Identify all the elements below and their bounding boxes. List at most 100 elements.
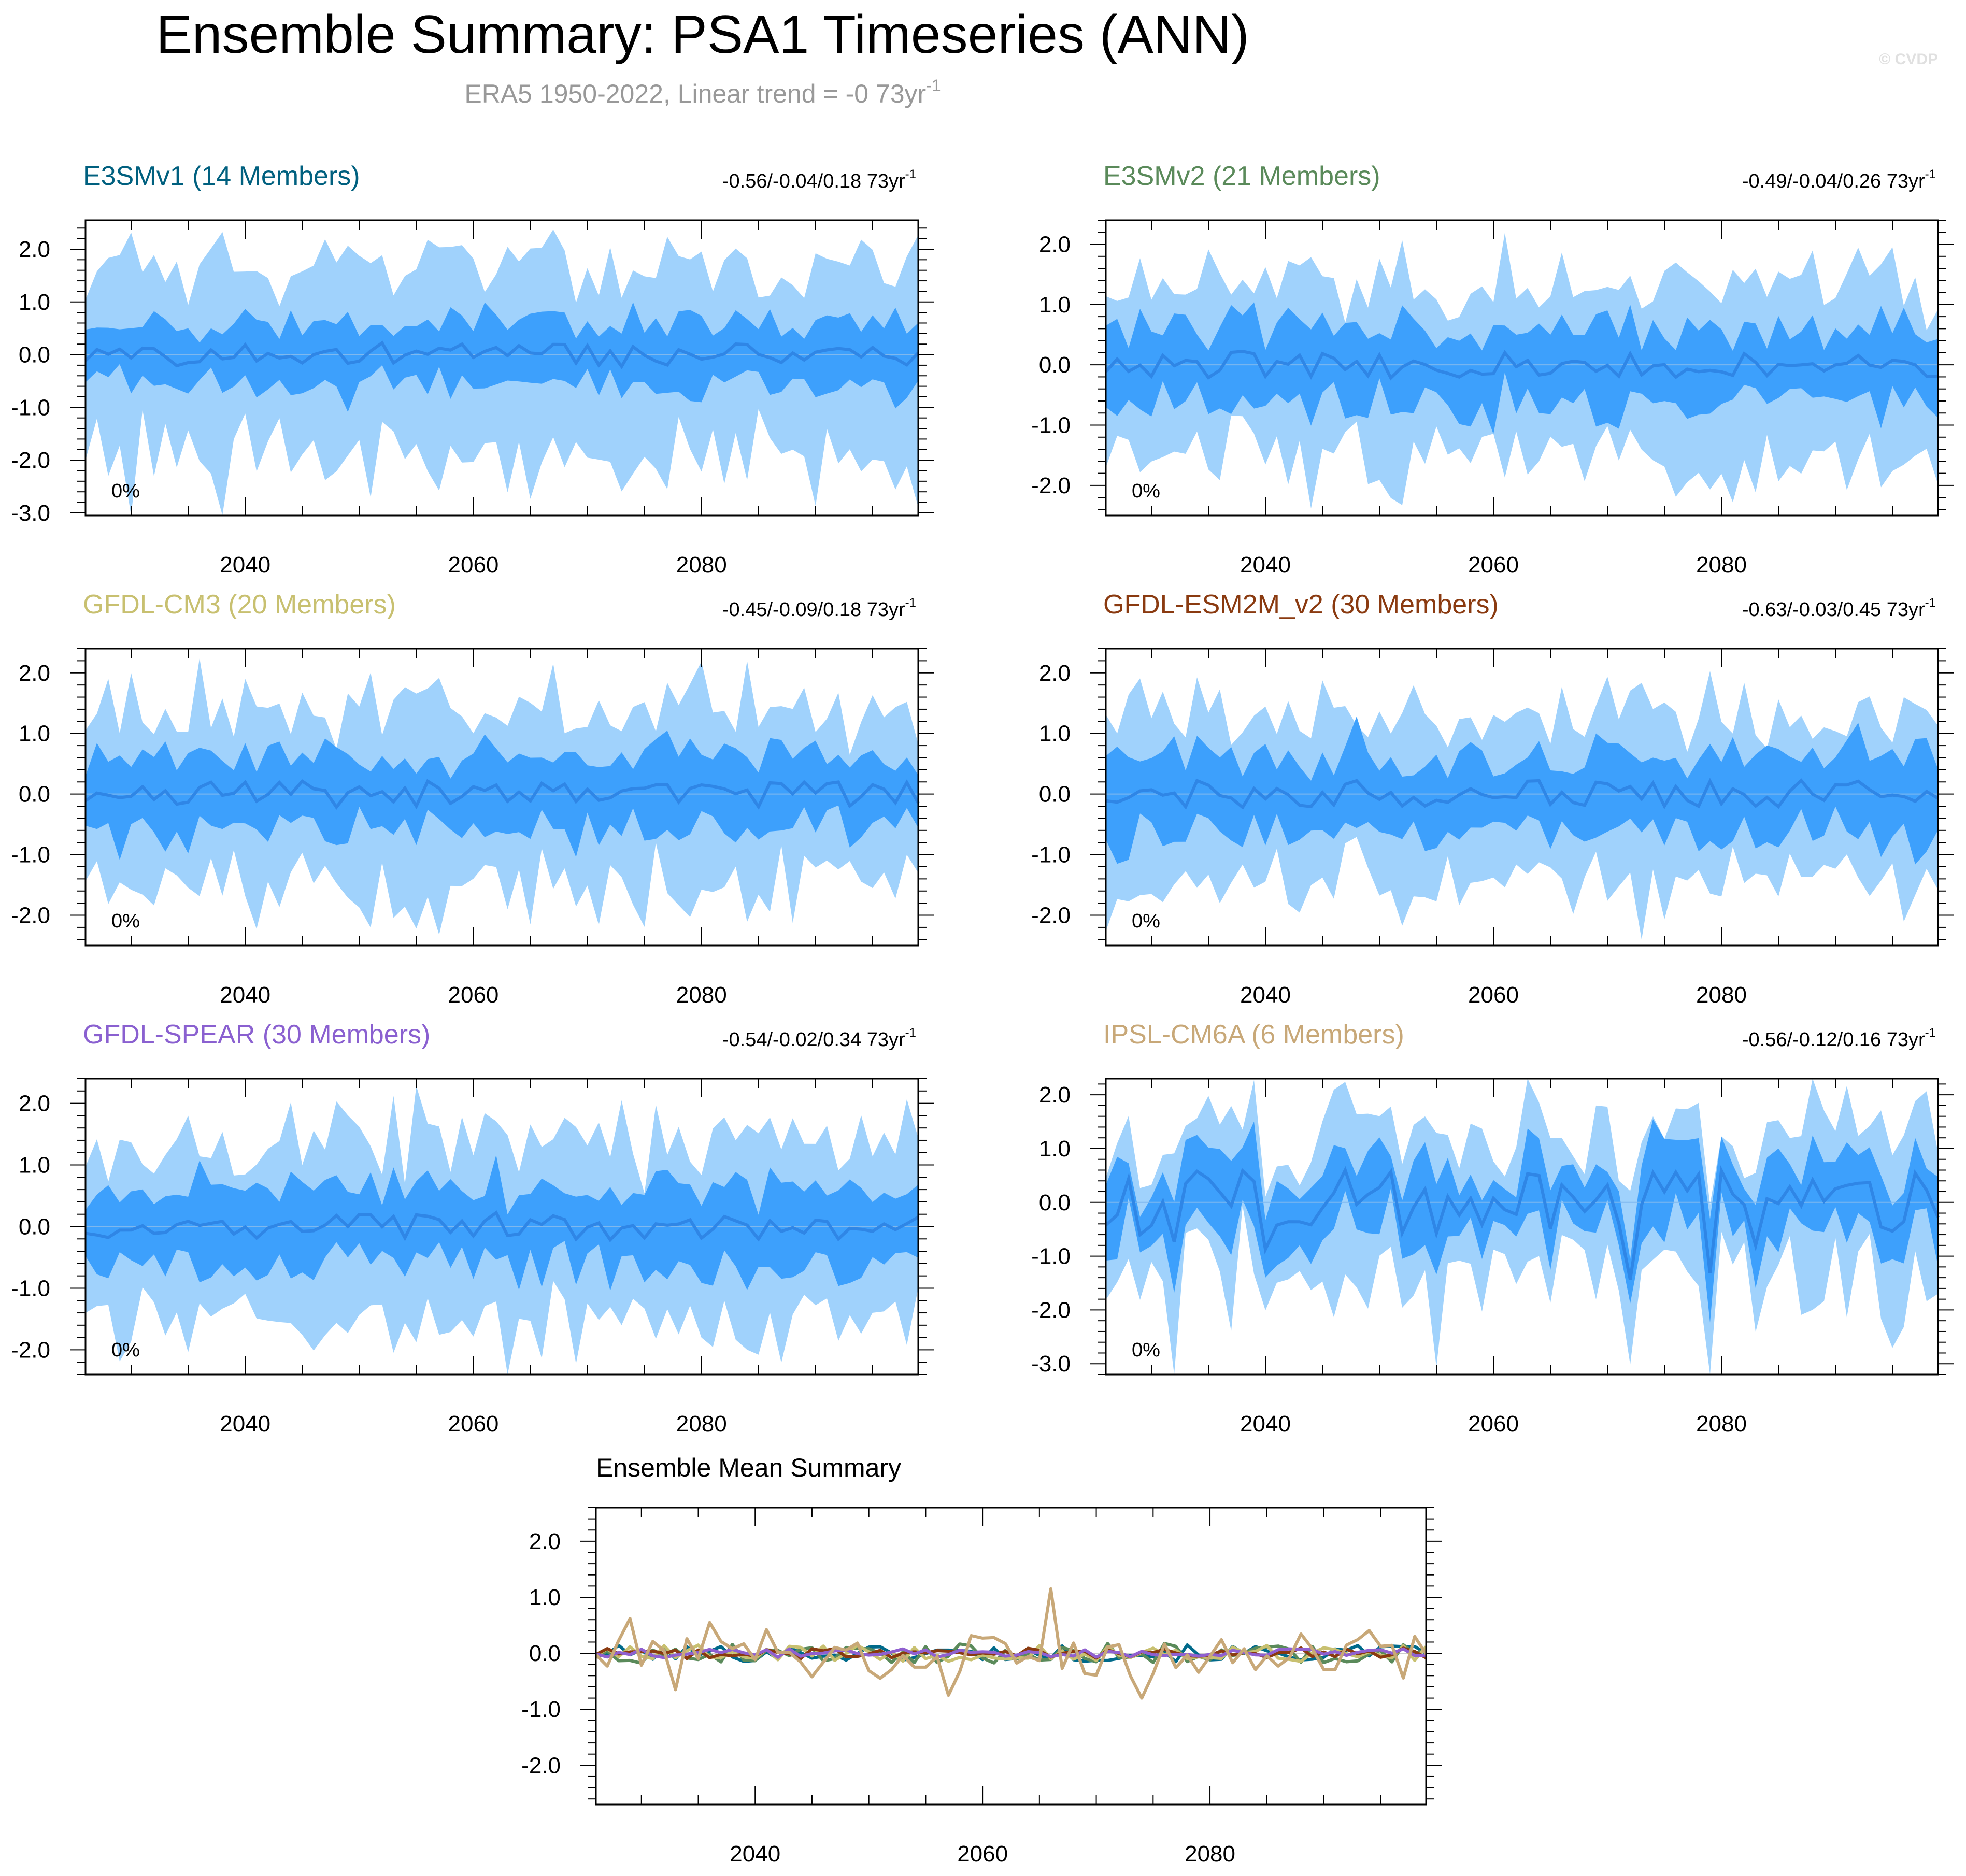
trend-stats: -0.63/-0.03/0.45 73yr-1 — [1742, 596, 1936, 621]
ensemble-mean-line — [1104, 350, 1939, 381]
y-tick-label: -2.0 — [11, 1337, 50, 1363]
x-tick-label: 2080 — [1696, 552, 1747, 578]
panel-title: GFDL-SPEAR (30 Members) — [83, 1020, 430, 1050]
chart-panel-4: 2040 2060 2080 2.0 1.0 0.0 -1.0 -2.0 GFDL-ESM2M_… — [1031, 590, 1954, 1008]
x-tick-label: 2040 — [730, 1841, 780, 1867]
x-tick-label: 2080 — [676, 552, 727, 578]
trend-stats-text: -0.63/-0.03/0.45 73yr — [1742, 599, 1925, 621]
trend-stats-superscript: -1 — [1925, 1026, 1936, 1040]
ensemble-mean-line — [84, 779, 920, 810]
y-tick-label: -1.0 — [11, 1276, 50, 1301]
y-tick-label: -1.0 — [1031, 842, 1071, 868]
panel-title: IPSL-CM6A (6 Members) — [1103, 1020, 1404, 1050]
figure-subtitle: ERA5 1950-2022, Linear trend = -0 73yr-1 — [464, 76, 941, 108]
y-tick-label: 1.0 — [529, 1585, 561, 1610]
panel-title: GFDL-ESM2M_v2 (30 Members) — [1103, 590, 1499, 620]
ensemble-mean-line — [84, 340, 920, 369]
y-tick-label: 1.0 — [19, 290, 50, 315]
y-tick-label: -1.0 — [11, 842, 50, 868]
y-tick-label: 0.0 — [1039, 352, 1071, 378]
x-tick-label: 2060 — [957, 1841, 1008, 1867]
percent-label: 0% — [111, 910, 140, 932]
x-tick-label: 2080 — [1696, 1411, 1747, 1437]
series-line-ipsl-cm6a — [594, 1587, 1428, 1700]
panel-title: E3SMv2 (21 Members) — [1103, 161, 1380, 191]
y-tick-label: -2.0 — [11, 903, 50, 928]
trend-stats-text: -0.49/-0.04/0.26 73yr — [1742, 170, 1925, 192]
percent-label: 0% — [111, 480, 140, 502]
trend-stats: -0.45/-0.09/0.18 73yr-1 — [722, 596, 916, 621]
panel-title: E3SMv1 (14 Members) — [83, 161, 360, 191]
y-tick-label: 1.0 — [19, 1153, 50, 1178]
x-tick-label: 2040 — [220, 982, 270, 1008]
y-tick-label: 1.0 — [19, 721, 50, 747]
chart-panel-5: 2040 2060 2080 2.0 1.0 0.0 -1.0 -2.0 GFDL-SPEAR … — [11, 1020, 934, 1437]
trend-stats-superscript: -1 — [1925, 596, 1936, 610]
chart-panel-3: 2040 2060 2080 2.0 1.0 0.0 -1.0 -2.0 GFDL-CM3 (2… — [11, 590, 934, 1008]
y-tick-label: 2.0 — [1039, 661, 1071, 686]
percent-label: 0% — [1132, 480, 1160, 502]
chart-panel-1: 2040 2060 2080 2.0 1.0 0.0 -1.0 -2.0 -3.0 E3SMv1 … — [11, 161, 934, 578]
trend-stats-superscript: -1 — [905, 167, 916, 181]
y-tick-label: -2.0 — [1031, 1297, 1071, 1323]
y-tick-label: 0.0 — [529, 1641, 561, 1666]
x-tick-label: 2040 — [1240, 982, 1291, 1008]
x-tick-label: 2060 — [448, 982, 499, 1008]
y-tick-label: -1.0 — [521, 1697, 561, 1722]
trend-stats: -0.56/-0.04/0.18 73yr-1 — [722, 167, 916, 192]
y-tick-label: 1.0 — [1039, 721, 1071, 747]
x-tick-label: 2080 — [1696, 982, 1747, 1008]
trend-stats: -0.54/-0.02/0.34 73yr-1 — [722, 1026, 916, 1051]
trend-stats: -0.56/-0.12/0.16 73yr-1 — [1742, 1026, 1936, 1051]
subtitle-text: ERA5 1950-2022, Linear trend = -0 73yr — [464, 79, 926, 108]
y-tick-label: 0.0 — [1039, 1190, 1071, 1215]
x-tick-label: 2080 — [676, 982, 727, 1008]
x-tick-label: 2060 — [1468, 982, 1519, 1008]
x-tick-label: 2040 — [220, 552, 270, 578]
y-tick-label: -2.0 — [11, 448, 50, 473]
y-tick-label: 2.0 — [529, 1529, 561, 1554]
y-tick-label: -2.0 — [1031, 903, 1071, 928]
outer-spread-band — [1106, 1079, 1938, 1374]
watermark: © CVDP — [1879, 51, 1938, 68]
y-tick-label: 2.0 — [1039, 1082, 1071, 1108]
panel-title: GFDL-CM3 (20 Members) — [83, 590, 396, 620]
ensemble-mean-line — [85, 1210, 919, 1242]
plot-frame — [84, 219, 919, 517]
percent-label: 0% — [1132, 910, 1160, 932]
y-tick-label: -1.0 — [1031, 413, 1071, 438]
trend-stats-text: -0.45/-0.09/0.18 73yr — [722, 599, 905, 621]
y-tick-label: -2.0 — [521, 1753, 561, 1778]
x-tick-label: 2060 — [448, 552, 499, 578]
trend-stats-superscript: -1 — [905, 1026, 916, 1040]
inner-spread-band — [1106, 1119, 1938, 1323]
trend-stats-text: -0.54/-0.02/0.34 73yr — [722, 1029, 905, 1051]
x-tick-label: 2080 — [1185, 1841, 1235, 1867]
y-tick-label: 1.0 — [1039, 1136, 1071, 1162]
x-tick-label: 2060 — [448, 1411, 499, 1437]
y-tick-label: 1.0 — [1039, 292, 1071, 318]
y-tick-label: -3.0 — [11, 500, 50, 526]
y-tick-label: 0.0 — [19, 342, 50, 368]
ensemble-mean-line — [1105, 778, 1939, 810]
y-tick-label: -3.0 — [1031, 1351, 1071, 1377]
y-tick-label: 0.0 — [19, 782, 50, 807]
trend-stats-superscript: -1 — [1925, 167, 1936, 181]
x-tick-label: 2040 — [1240, 552, 1291, 578]
y-tick-label: -1.0 — [11, 395, 50, 420]
subtitle-superscript: -1 — [926, 76, 941, 95]
y-tick-label: 0.0 — [1039, 782, 1071, 807]
y-tick-label: -1.0 — [1031, 1244, 1071, 1269]
trend-stats-text: -0.56/-0.12/0.16 73yr — [1742, 1029, 1925, 1051]
figure-title: Ensemble Summary: PSA1 Timeseries (ANN) — [156, 5, 1249, 65]
inner-spread-band — [86, 302, 918, 412]
plot-frame — [84, 648, 919, 947]
inner-spread-band — [1106, 302, 1938, 434]
y-tick-label: 2.0 — [19, 1091, 50, 1116]
x-tick-label: 2040 — [1240, 1411, 1291, 1437]
y-tick-label: 2.0 — [19, 661, 50, 686]
y-tick-label: 0.0 — [19, 1214, 50, 1240]
chart-panel-2: 2040 2060 2080 2.0 1.0 0.0 -1.0 -2.0 E3SMv2 (21 … — [1031, 161, 1954, 578]
ensemble-mean-line — [1105, 1165, 1940, 1280]
